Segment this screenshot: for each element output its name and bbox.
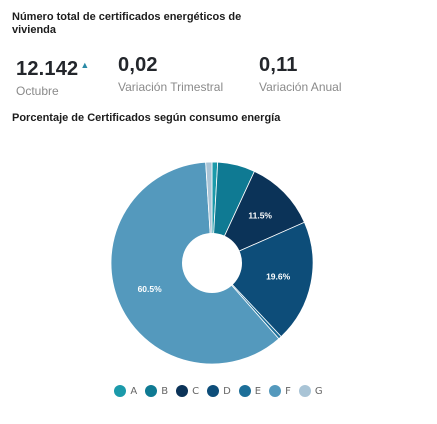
legend-swatch [114,385,127,397]
legend-label: G [314,385,323,397]
kpi-total: 12.142 ▲ Octubre [16,54,89,98]
legend-label: B [161,385,169,397]
data-label-d: 19.6% [266,271,291,281]
kpi-total-label: Octubre [16,84,59,98]
up-arrow-icon: ▲ [80,60,90,70]
kpi-quarterly-value: 0,02 [118,54,158,76]
legend-swatch [298,385,311,397]
pie-slice-d[interactable] [211,221,314,338]
legend-swatch [238,385,251,397]
kpi-annual: 0,11 Variación Anual [259,54,342,94]
data-label-f: 60.5% [138,284,163,294]
kpi-quarterly-label: Variación Trimestral [118,80,224,94]
kpi-annual-value: 0,11 [259,54,298,76]
legend-swatch [269,385,282,397]
legend-label: C [192,385,200,397]
legend-item-a[interactable]: A [114,385,137,397]
legend-item-c[interactable]: C [176,385,199,397]
donut-hole [182,233,242,293]
pie-slice-c[interactable] [211,170,305,264]
legend-item-b[interactable]: B [145,385,168,397]
legend-swatch [176,385,189,397]
kpi-total-value: 12.142 ▲ [16,58,90,80]
kpi-quarterly: 0,02 Variación Trimestral [118,54,223,94]
legend-label: F [285,385,291,397]
legend-swatch [207,385,220,397]
legend-item-f[interactable]: F [269,385,291,397]
chart-legend: A B C D E F G [0,385,437,397]
legend-label: D [223,385,231,397]
legend-label: A [130,385,138,397]
legend-item-e[interactable]: E [238,385,262,397]
legend-label: E [254,385,262,397]
kpi-section-title: Número total de certificados energéticos… [12,11,242,36]
legend-item-g[interactable]: G [298,385,323,397]
chart-title: Porcentaje de Certificados según consumo… [12,112,281,124]
kpi-annual-label: Variación Anual [259,80,342,94]
legend-swatch [145,385,158,397]
data-label-c: 11.5% [248,211,272,221]
legend-item-d[interactable]: D [207,385,231,397]
